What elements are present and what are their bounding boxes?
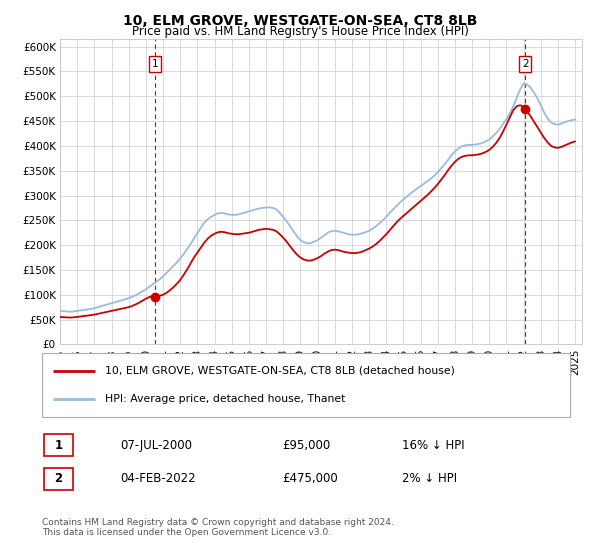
FancyBboxPatch shape: [44, 434, 73, 456]
Text: £475,000: £475,000: [282, 472, 338, 486]
Text: 16% ↓ HPI: 16% ↓ HPI: [402, 438, 464, 452]
Text: Contains HM Land Registry data © Crown copyright and database right 2024.
This d: Contains HM Land Registry data © Crown c…: [42, 518, 394, 538]
Text: 1: 1: [55, 438, 62, 452]
Text: 07-JUL-2000: 07-JUL-2000: [120, 438, 192, 452]
Text: 2% ↓ HPI: 2% ↓ HPI: [402, 472, 457, 486]
Text: 04-FEB-2022: 04-FEB-2022: [120, 472, 196, 486]
Text: 10, ELM GROVE, WESTGATE-ON-SEA, CT8 8LB: 10, ELM GROVE, WESTGATE-ON-SEA, CT8 8LB: [123, 14, 477, 28]
FancyBboxPatch shape: [42, 353, 570, 417]
Text: 2: 2: [522, 59, 529, 69]
Text: 2: 2: [55, 472, 62, 486]
Text: HPI: Average price, detached house, Thanet: HPI: Average price, detached house, Than…: [106, 394, 346, 404]
Text: £95,000: £95,000: [282, 438, 330, 452]
FancyBboxPatch shape: [44, 468, 73, 490]
Text: 10, ELM GROVE, WESTGATE-ON-SEA, CT8 8LB (detached house): 10, ELM GROVE, WESTGATE-ON-SEA, CT8 8LB …: [106, 366, 455, 376]
Text: Price paid vs. HM Land Registry's House Price Index (HPI): Price paid vs. HM Land Registry's House …: [131, 25, 469, 38]
Text: 1: 1: [151, 59, 158, 69]
